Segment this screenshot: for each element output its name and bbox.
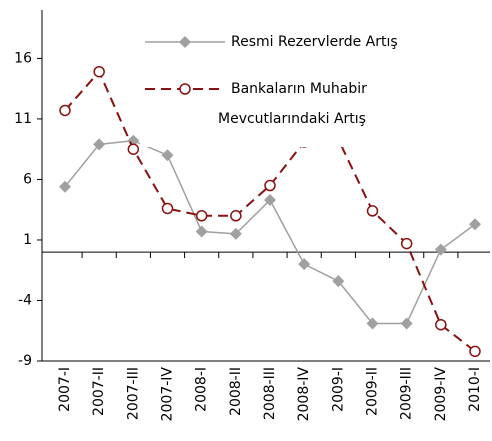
legend-label: Bankaların Muhabir Mevcutlarındaki Artış [218, 81, 367, 127]
legend-marker [179, 36, 191, 48]
marker [434, 243, 447, 256]
marker [366, 317, 379, 330]
legend-label: Resmi Rezervlerde Artış [231, 34, 398, 50]
marker [161, 149, 174, 162]
series-line [64, 139, 476, 325]
y-tick-label: -9 [18, 353, 32, 369]
marker [59, 104, 71, 117]
marker [195, 225, 208, 238]
x-tick-label: 2009-IV [433, 367, 449, 422]
y-tick-label: 1 [23, 232, 32, 248]
marker [59, 180, 71, 193]
marker [127, 134, 140, 147]
marker [400, 237, 413, 250]
marker [332, 275, 345, 288]
x-tick-label: 2007-II [91, 367, 107, 416]
x-tick-label: 2010-I [467, 367, 483, 412]
marker [469, 218, 481, 231]
marker [93, 65, 105, 78]
x-tick-label: 2007-I [57, 367, 73, 412]
x-tick-label: 2008-II [228, 367, 244, 416]
x-tick-label: 2009-III [399, 367, 415, 420]
marker [298, 258, 311, 271]
marker [264, 194, 276, 207]
marker [161, 202, 174, 215]
x-tick-label: 2008-III [262, 367, 278, 420]
x-tick-label: 2009-II [365, 367, 381, 416]
legend-bg [140, 22, 480, 147]
x-tick-label: 2007-IV [160, 367, 176, 422]
marker [127, 143, 140, 155]
marker [229, 227, 242, 240]
marker [366, 205, 379, 217]
legend-marker [179, 83, 191, 95]
x-tick-label: 2008-I [194, 367, 210, 412]
x-tick-label: 2008-IV [296, 367, 312, 422]
marker [93, 138, 106, 151]
x-tick-label: 2009-I [330, 367, 346, 412]
y-tick-label: 16 [14, 50, 32, 66]
marker [230, 210, 242, 222]
marker [400, 317, 413, 330]
marker [469, 345, 481, 358]
y-tick-label: 11 [14, 111, 32, 127]
marker [435, 318, 447, 331]
y-tick-label: -4 [18, 292, 32, 308]
marker [195, 210, 208, 222]
marker [264, 179, 276, 192]
y-tick-label: 6 [23, 171, 32, 187]
x-tick-label: 2007-III [125, 367, 141, 420]
